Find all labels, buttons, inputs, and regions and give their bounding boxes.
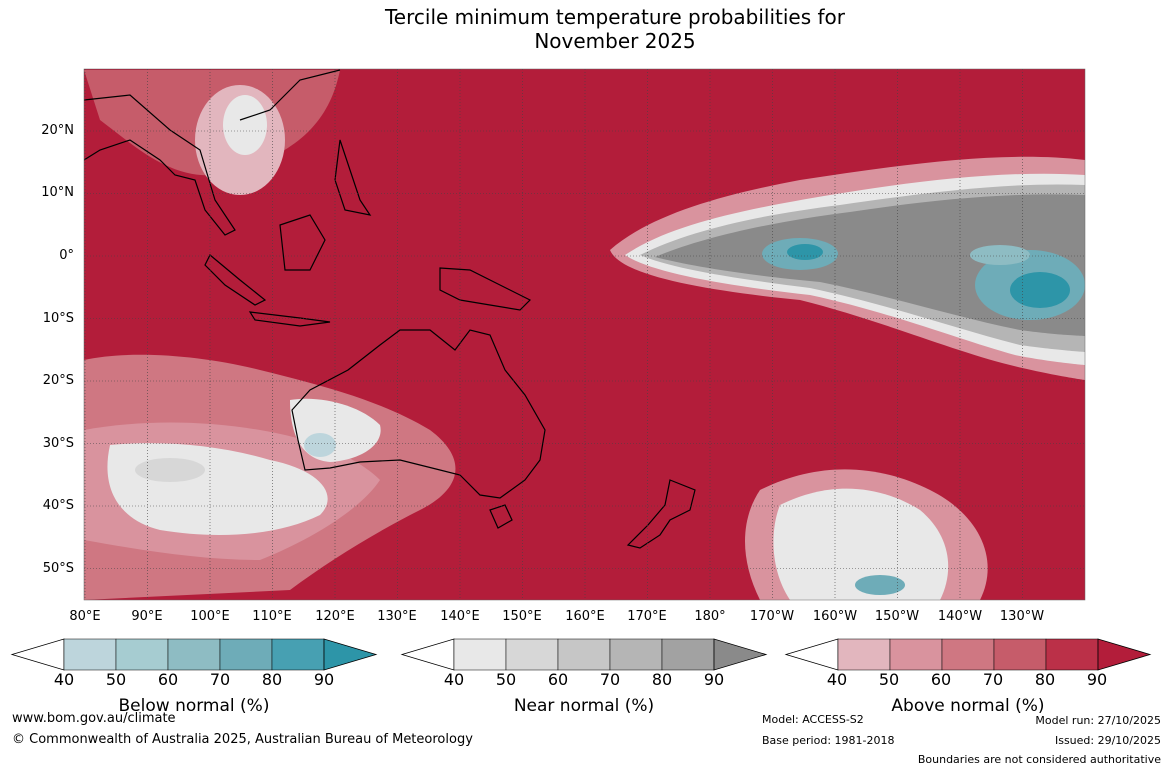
below-normal-title: Below normal (%)	[118, 696, 270, 716]
above-tick-70: 70	[982, 670, 1004, 689]
near-colorbar-high-arrow	[713, 638, 768, 671]
below-colorbar-low-arrow	[10, 638, 65, 671]
lon-label-170e: 170°E	[627, 609, 667, 624]
near-colorbar-segment	[453, 638, 507, 671]
below-normal-west-australia	[304, 433, 336, 457]
issued-date: Issued: 29/10/2025	[1054, 734, 1161, 747]
below-normal-se-pacific	[855, 575, 905, 595]
map-frame	[83, 68, 1086, 601]
lon-label-150w: 150°W	[874, 609, 920, 624]
lon-label-90e: 90°E	[131, 609, 163, 624]
above-colorbar-low-arrow	[784, 638, 839, 671]
above-tick-80: 80	[1034, 670, 1056, 689]
model-run: Model run: 27/10/2025	[1035, 714, 1161, 727]
australia-outline	[291, 329, 546, 499]
lat-label-40s: 40°S	[42, 498, 74, 513]
near-colorbar-segment	[557, 638, 611, 671]
lat-label-20n: 20°N	[41, 123, 74, 138]
below-tick-80: 80	[261, 670, 283, 689]
graticule	[84, 69, 1085, 600]
asia-coast-outline	[84, 94, 236, 236]
lat-label-10s: 10°S	[42, 311, 74, 326]
near-colorbar-segment	[661, 638, 715, 671]
near-normal-title: Near normal (%)	[513, 696, 655, 716]
borneo-outline	[279, 214, 326, 271]
above-colorbar-segment	[1045, 638, 1099, 671]
title-line-2: November 2025	[534, 29, 696, 53]
lat-label-0: 0°	[59, 248, 74, 263]
below-tick-60: 60	[157, 670, 179, 689]
lon-label-150e: 150°E	[502, 609, 542, 624]
below-normal-core-2	[1010, 272, 1070, 308]
below-colorbar-segment	[271, 638, 325, 671]
lon-label-140w: 140°W	[937, 609, 983, 624]
near-normal-core-pacific	[655, 194, 1085, 336]
near-tick-90: 90	[703, 670, 725, 689]
colorbars	[10, 638, 1152, 671]
china-coast-outline	[239, 69, 341, 121]
lon-label-100e: 100°E	[190, 609, 230, 624]
lon-label-180: 180°	[694, 609, 726, 624]
above-tick-60: 60	[930, 670, 952, 689]
below-colorbar-segment	[219, 638, 273, 671]
near-normal-indochina	[223, 95, 267, 155]
above-colorbar-segment	[837, 638, 891, 671]
near-colorbar-segment	[609, 638, 663, 671]
above-tick-90: 90	[1086, 670, 1108, 689]
lon-label-110e: 110°E	[252, 609, 292, 624]
above-colorbar-segment	[889, 638, 943, 671]
sumatra-outline	[204, 254, 267, 306]
above-normal-title: Above normal (%)	[891, 696, 1045, 716]
below-colorbar-segment	[63, 638, 117, 671]
lon-label-130e: 130°E	[377, 609, 417, 624]
below-normal-patch-3	[970, 245, 1030, 265]
near-normal-core-indian	[135, 458, 205, 482]
lon-label-130w: 130°W	[999, 609, 1045, 624]
website-link[interactable]: www.bom.gov.au/climate	[12, 711, 176, 726]
below-tick-50: 50	[105, 670, 127, 689]
above-tick-50: 50	[878, 670, 900, 689]
base-period: Base period: 1981-2018	[762, 734, 895, 747]
above-colorbar-segment	[993, 638, 1047, 671]
below-tick-40: 40	[53, 670, 75, 689]
above-tick-40: 40	[826, 670, 848, 689]
below-normal-core-1	[787, 244, 823, 260]
lon-label-140e: 140°E	[440, 609, 480, 624]
below-colorbar-high-arrow	[323, 638, 378, 671]
lon-label-120e: 120°E	[315, 609, 355, 624]
near-colorbar-segment	[505, 638, 559, 671]
below-tick-90: 90	[313, 670, 335, 689]
lat-label-20s: 20°S	[42, 373, 74, 388]
title-line-1: Tercile minimum temperature probabilitie…	[384, 5, 846, 29]
lat-label-30s: 30°S	[42, 436, 74, 451]
near-tick-40: 40	[443, 670, 465, 689]
near-tick-80: 80	[651, 670, 673, 689]
new-zealand-outline	[626, 479, 696, 549]
chart-title: Tercile minimum temperature probabilitie…	[0, 5, 1173, 53]
copyright: © Commonwealth of Australia 2025, Austra…	[12, 732, 473, 747]
java-outline	[248, 311, 331, 327]
near-normal-se-pacific	[773, 488, 949, 600]
model-name: Model: ACCESS-S2	[762, 713, 864, 726]
map-field	[84, 69, 1085, 600]
above-colorbar-segment	[941, 638, 995, 671]
near-colorbar-low-arrow	[400, 638, 455, 671]
near-tick-50: 50	[495, 670, 517, 689]
near-tick-70: 70	[599, 670, 621, 689]
boundaries-disclaimer: Boundaries are not considered authoritat…	[917, 753, 1161, 766]
tasmania-outline	[489, 504, 513, 529]
lon-label-160e: 160°E	[565, 609, 605, 624]
lat-label-10n: 10°N	[41, 185, 74, 200]
below-colorbar-segment	[115, 638, 169, 671]
lon-label-80e: 80°E	[69, 609, 101, 624]
below-colorbar-segment	[167, 638, 221, 671]
below-tick-70: 70	[209, 670, 231, 689]
near-tick-60: 60	[547, 670, 569, 689]
new-guinea-outline	[439, 267, 532, 311]
lon-label-170w: 170°W	[749, 609, 795, 624]
lon-label-160w: 160°W	[812, 609, 858, 624]
above-colorbar-high-arrow	[1097, 638, 1152, 671]
lat-label-50s: 50°S	[42, 561, 74, 576]
